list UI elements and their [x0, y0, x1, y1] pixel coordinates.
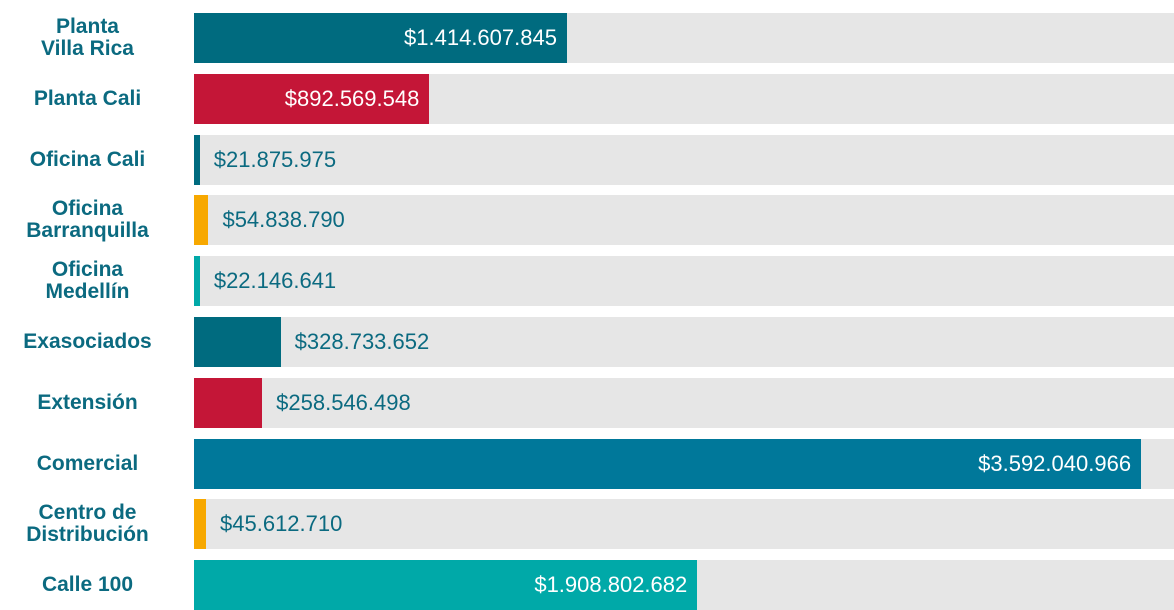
bar [194, 256, 200, 307]
value-label: $22.146.641 [213, 268, 337, 294]
bar [194, 438, 1142, 489]
bar [194, 195, 209, 246]
bar-track [194, 377, 1174, 428]
category-label: Oficina Cali [29, 147, 146, 171]
category-label: Centro de Distribución [26, 501, 149, 547]
bar [194, 560, 698, 610]
category-label: Oficina Barranquilla [26, 197, 149, 243]
bar [194, 73, 430, 124]
value-label: $1.414.607.845 [404, 25, 557, 50]
value-label: $54.838.790 [222, 207, 345, 233]
category-label: Calle 100 [41, 573, 134, 597]
category-label: Extensión [37, 390, 138, 414]
category-label: Exasociados [23, 330, 152, 353]
bar [194, 499, 207, 550]
value-label: $1.908.802.682 [534, 572, 688, 598]
bar [194, 317, 281, 367]
bar-track [194, 134, 1174, 185]
bar [194, 377, 263, 428]
bar [194, 13, 567, 63]
bar-track [194, 499, 1174, 550]
bar-track [194, 256, 1174, 307]
bar [194, 134, 200, 185]
value-label: $45.612.710 [220, 511, 343, 537]
category-label: Comercial [36, 451, 139, 475]
category-label: Planta Cali [33, 86, 142, 110]
bar-track [194, 195, 1174, 246]
value-label: $21.875.975 [213, 146, 337, 172]
category-label: Planta Villa Rica [40, 15, 134, 60]
value-label: $3.592.040.966 [978, 450, 1132, 476]
bar-track [194, 317, 1174, 367]
value-label: $258.546.498 [276, 389, 411, 415]
value-label: $328.733.652 [294, 329, 430, 354]
value-label: $892.569.548 [284, 85, 420, 111]
category-label: Oficina Medellín [45, 258, 130, 304]
